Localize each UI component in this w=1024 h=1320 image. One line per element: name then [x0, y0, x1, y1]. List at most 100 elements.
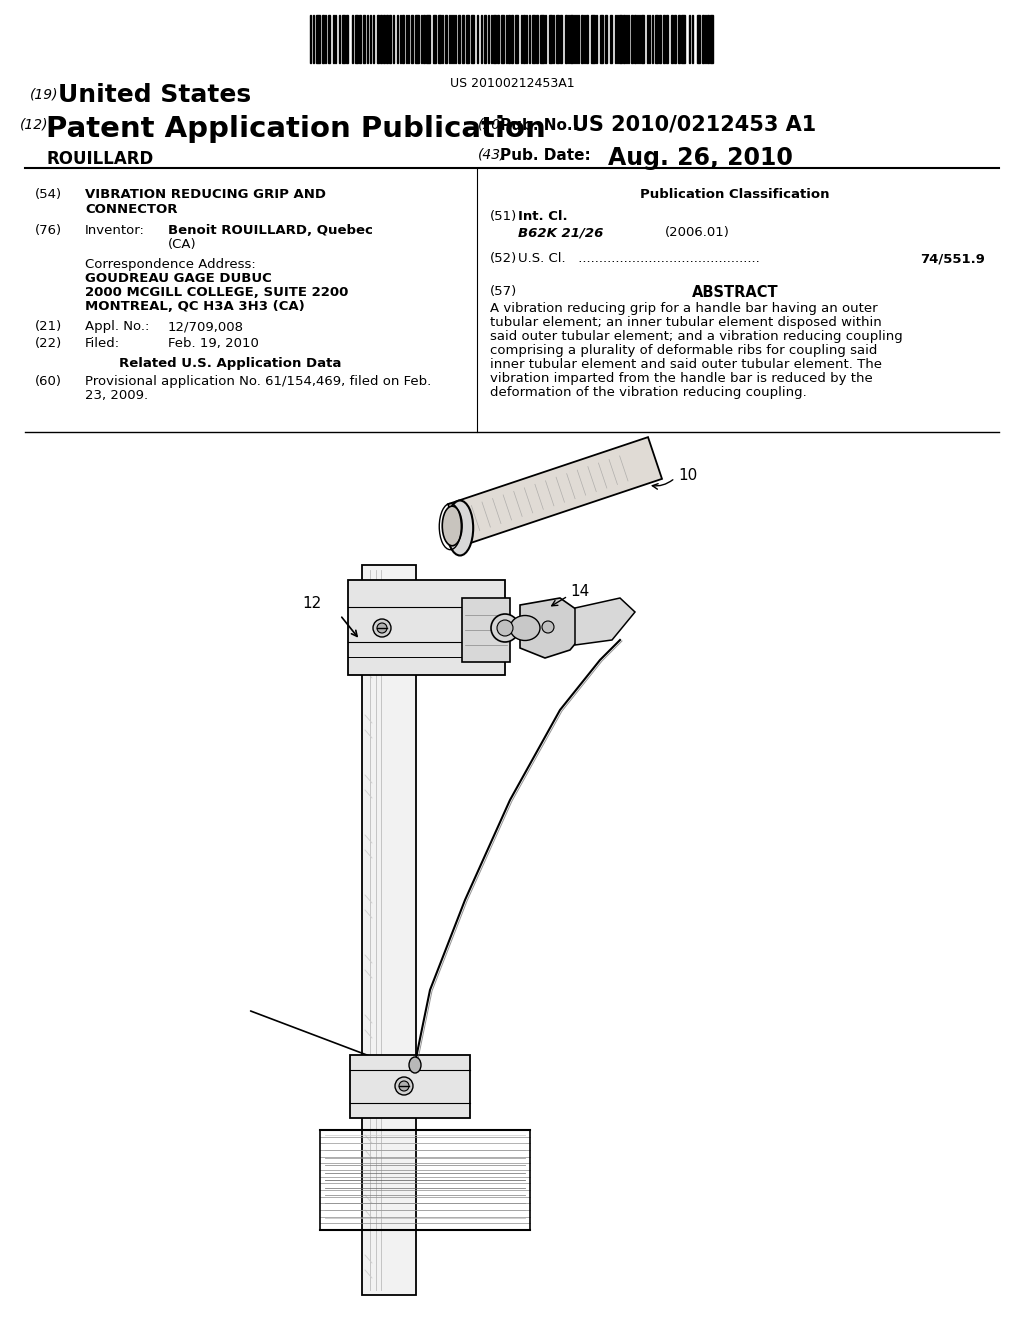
Bar [623, 15, 625, 63]
Text: (22): (22) [35, 337, 62, 350]
Bar [471, 15, 474, 63]
Text: 10: 10 [678, 467, 697, 483]
Text: (52): (52) [490, 252, 517, 265]
Bar [666, 15, 668, 63]
Bar [641, 15, 644, 63]
Bar [415, 15, 419, 63]
Text: 74/551.9: 74/551.9 [921, 252, 985, 265]
Text: ABSTRACT: ABSTRACT [691, 285, 778, 300]
Text: CONNECTOR: CONNECTOR [85, 203, 177, 216]
Bar [532, 15, 535, 63]
Text: (21): (21) [35, 319, 62, 333]
Bar [438, 15, 441, 63]
Text: Correspondence Address:: Correspondence Address: [85, 257, 256, 271]
Bar [655, 15, 658, 63]
Polygon shape [350, 1055, 470, 1118]
Circle shape [373, 619, 391, 638]
Bar [458, 15, 460, 63]
Text: Aug. 26, 2010: Aug. 26, 2010 [608, 147, 793, 170]
Text: (2006.01): (2006.01) [665, 226, 730, 239]
Bar [501, 15, 504, 63]
Bar [423, 15, 425, 63]
Bar [710, 15, 713, 63]
Text: Filed:: Filed: [85, 337, 120, 350]
Text: MONTREAL, QC H3A 3H3 (CA): MONTREAL, QC H3A 3H3 (CA) [85, 300, 305, 313]
Circle shape [377, 623, 387, 634]
Bar [540, 15, 544, 63]
Text: Patent Application Publication: Patent Application Publication [46, 115, 546, 143]
Text: comprising a plurality of deformable ribs for coupling said: comprising a plurality of deformable rib… [490, 345, 878, 356]
Bar [322, 15, 324, 63]
Text: tubular element; an inner tubular element disposed within: tubular element; an inner tubular elemen… [490, 315, 882, 329]
Text: (76): (76) [35, 224, 62, 238]
Text: (51): (51) [490, 210, 517, 223]
Bar [433, 15, 436, 63]
Text: US 2010/0212453 A1: US 2010/0212453 A1 [572, 115, 816, 135]
Ellipse shape [510, 615, 540, 640]
Polygon shape [449, 437, 662, 546]
Bar [618, 15, 622, 63]
Text: vibration imparted from the handle bar is reduced by the: vibration imparted from the handle bar i… [490, 372, 872, 385]
Bar [380, 15, 382, 63]
Text: U.S. Cl.: U.S. Cl. [518, 252, 565, 265]
Text: Appl. No.:: Appl. No.: [85, 319, 150, 333]
Bar [570, 15, 573, 63]
Text: Benoit ROUILLARD, Quebec: Benoit ROUILLARD, Quebec [168, 224, 373, 238]
Text: (10): (10) [478, 117, 507, 132]
Bar [678, 15, 680, 63]
Polygon shape [348, 579, 505, 675]
Text: (CA): (CA) [168, 238, 197, 251]
Bar [634, 15, 636, 63]
Text: VIBRATION REDUCING GRIP AND: VIBRATION REDUCING GRIP AND [85, 187, 326, 201]
Text: GOUDREAU GAGE DUBUC: GOUDREAU GAGE DUBUC [85, 272, 271, 285]
Text: (60): (60) [35, 375, 62, 388]
Bar [663, 15, 665, 63]
Bar [497, 15, 499, 63]
Circle shape [497, 620, 513, 636]
Bar [536, 15, 538, 63]
Bar [342, 15, 345, 63]
Text: (12): (12) [20, 117, 48, 132]
Text: A vibration reducing grip for a handle bar having an outer: A vibration reducing grip for a handle b… [490, 302, 878, 315]
Polygon shape [520, 598, 585, 657]
Text: (19): (19) [30, 88, 58, 102]
Bar [316, 15, 319, 63]
Text: Inventor:: Inventor: [85, 224, 144, 238]
Bar [659, 15, 662, 63]
Ellipse shape [442, 506, 462, 545]
Text: 2000 MCGILL COLLEGE, SUITE 2200: 2000 MCGILL COLLEGE, SUITE 2200 [85, 286, 348, 300]
Circle shape [399, 1081, 409, 1092]
Bar [466, 15, 469, 63]
Circle shape [490, 614, 519, 642]
Circle shape [542, 620, 554, 634]
Text: ROUILLARD: ROUILLARD [46, 150, 154, 168]
Bar [328, 15, 330, 63]
Text: (57): (57) [490, 285, 517, 298]
Bar [445, 15, 447, 63]
Text: deformation of the vibration reducing coupling.: deformation of the vibration reducing co… [490, 385, 807, 399]
Ellipse shape [446, 500, 473, 556]
Bar [707, 15, 709, 63]
Bar [359, 15, 361, 63]
Bar [511, 15, 513, 63]
Text: Int. Cl.: Int. Cl. [518, 210, 567, 223]
Text: United States: United States [58, 83, 251, 107]
Bar [411, 15, 413, 63]
Text: B62K 21/26: B62K 21/26 [518, 226, 603, 239]
Bar [515, 15, 518, 63]
Text: 12/709,008: 12/709,008 [168, 319, 244, 333]
Text: Pub. No.:: Pub. No.: [500, 117, 579, 133]
Text: US 20100212453A1: US 20100212453A1 [450, 77, 574, 90]
Bar [383, 15, 385, 63]
Text: Pub. Date:: Pub. Date: [500, 148, 591, 162]
Bar [697, 15, 700, 63]
Bar [631, 15, 633, 63]
Text: said outer tubular element; and a vibration reducing coupling: said outer tubular element; and a vibrat… [490, 330, 903, 343]
Text: (43): (43) [478, 148, 507, 162]
Bar [586, 15, 588, 63]
Bar [377, 15, 379, 63]
Text: 12: 12 [302, 595, 322, 610]
Bar [508, 15, 510, 63]
Bar [426, 15, 430, 63]
Text: (54): (54) [35, 187, 62, 201]
